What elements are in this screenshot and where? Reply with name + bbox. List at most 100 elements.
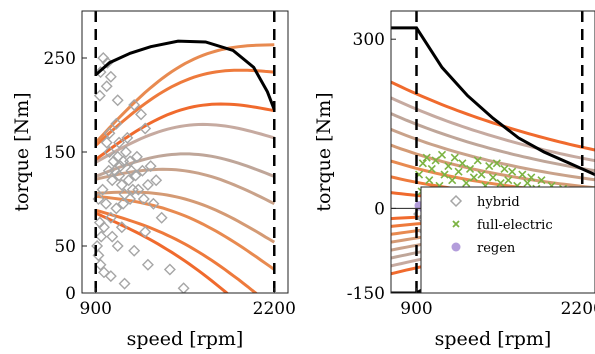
left-limit-lines (94, 11, 276, 293)
legend-full-electric-label: full-electric (477, 218, 553, 233)
hybrid-point (147, 197, 160, 210)
hybrid-point (97, 221, 110, 234)
hybrid-point (122, 174, 135, 187)
hybrid-point (117, 155, 130, 168)
efficiency-contour (95, 208, 259, 293)
legend-entry-regen: regen (451, 241, 516, 256)
hybrid-point (141, 178, 154, 191)
left-axis-ticks: 900 2200 0 50 150 250 (44, 49, 296, 319)
full-electric-point (437, 150, 447, 159)
left-scatter-points (91, 52, 190, 293)
full-electric-point (422, 153, 431, 162)
hybrid-point (141, 258, 154, 271)
hybrid-point (115, 221, 128, 234)
full-electric-point (518, 170, 527, 179)
hybrid-point (100, 80, 113, 93)
efficiency-contour (94, 122, 275, 164)
hybrid-point (118, 277, 131, 290)
full-electric-point (477, 170, 486, 179)
hybrid-point (106, 174, 119, 187)
full-electric-point (440, 170, 449, 179)
hybrid-point (111, 240, 124, 252)
hybrid-point (139, 225, 152, 238)
y-tick-label: 150 (44, 143, 76, 163)
hybrid-point (115, 178, 128, 191)
x-tick-label: 2200 (253, 299, 296, 319)
hybrid-point (103, 146, 116, 158)
full-electric-point (473, 156, 482, 165)
hybrid-point (103, 127, 116, 140)
hybrid-point (163, 263, 176, 276)
hybrid-point (126, 183, 139, 196)
legend-hybrid-label: hybrid (477, 195, 520, 210)
hybrid-point (137, 193, 150, 205)
x-tick-label: 900 (80, 299, 112, 319)
hybrid-point (155, 211, 168, 224)
hybrid-point (177, 282, 190, 293)
hybrid-point (135, 108, 148, 121)
efficiency-contour (95, 190, 276, 244)
y-tick-label: 250 (44, 49, 76, 69)
full-electric-point (500, 164, 509, 173)
full-electric-point (465, 164, 475, 173)
efficiency-contour (391, 112, 595, 173)
full-electric-point (425, 176, 434, 185)
left-chart-panel: 900 2200 0 50 150 250 speed [rpm] torque [Nm] (11, 10, 296, 350)
full-electric-point (537, 176, 546, 185)
hybrid-point (102, 164, 115, 177)
efficiency-contour (95, 211, 230, 293)
hybrid-point (100, 136, 113, 149)
full-electric-point (527, 173, 536, 182)
hybrid-point (144, 160, 157, 173)
full-electric-point (504, 176, 513, 185)
legend-hybrid-marker (449, 194, 463, 208)
hybrid-point (97, 266, 110, 279)
full-electric-point (418, 159, 427, 168)
hybrid-point (111, 94, 124, 107)
hybrid-point (125, 164, 138, 177)
hybrid-point (119, 146, 132, 158)
hybrid-point (95, 230, 108, 243)
hybrid-point (150, 174, 163, 187)
legend-regen-label: regen (477, 241, 516, 256)
hybrid-point (128, 244, 141, 257)
hybrid-point (94, 66, 107, 79)
hybrid-point (124, 193, 137, 205)
left-efficiency-contours (94, 43, 276, 293)
x-tick-label: 2200 (561, 299, 595, 319)
full-electric-point (485, 162, 494, 171)
full-electric-point (462, 178, 471, 188)
right-y-axis-label: torque [Nm] (313, 92, 335, 211)
hybrid-point (96, 183, 109, 196)
full-electric-point (496, 178, 505, 188)
hybrid-point (107, 155, 120, 168)
full-electric-point (523, 178, 532, 188)
full-electric-point (444, 162, 453, 171)
efficiency-contour (94, 43, 275, 144)
hybrid-point (91, 240, 104, 252)
right-axis-ticks: 900 2200 -150 0 300 (347, 30, 595, 319)
y-tick-label: 0 (374, 199, 385, 219)
y-tick-label: 0 (65, 284, 76, 304)
y-tick-label: 50 (54, 237, 76, 257)
efficiency-contour (391, 128, 595, 182)
y-tick-label: -150 (347, 284, 385, 304)
hybrid-point (117, 197, 130, 210)
y-tick-label: 300 (353, 30, 385, 50)
hybrid-point (104, 70, 117, 83)
hybrid-point (110, 202, 123, 215)
hybrid-point (113, 136, 126, 149)
hybrid-point (129, 169, 142, 182)
legend-entry-full-electric: full-electric (452, 218, 553, 233)
efficiency-contour (391, 80, 595, 152)
hybrid-point (121, 131, 134, 144)
hybrid-point (104, 270, 117, 283)
legend-entry-hybrid: hybrid (449, 194, 520, 210)
hybrid-point (100, 197, 113, 210)
hybrid-point (110, 117, 123, 130)
efficiency-contour (94, 68, 275, 147)
hybrid-point (139, 122, 152, 135)
hybrid-point (128, 99, 141, 111)
